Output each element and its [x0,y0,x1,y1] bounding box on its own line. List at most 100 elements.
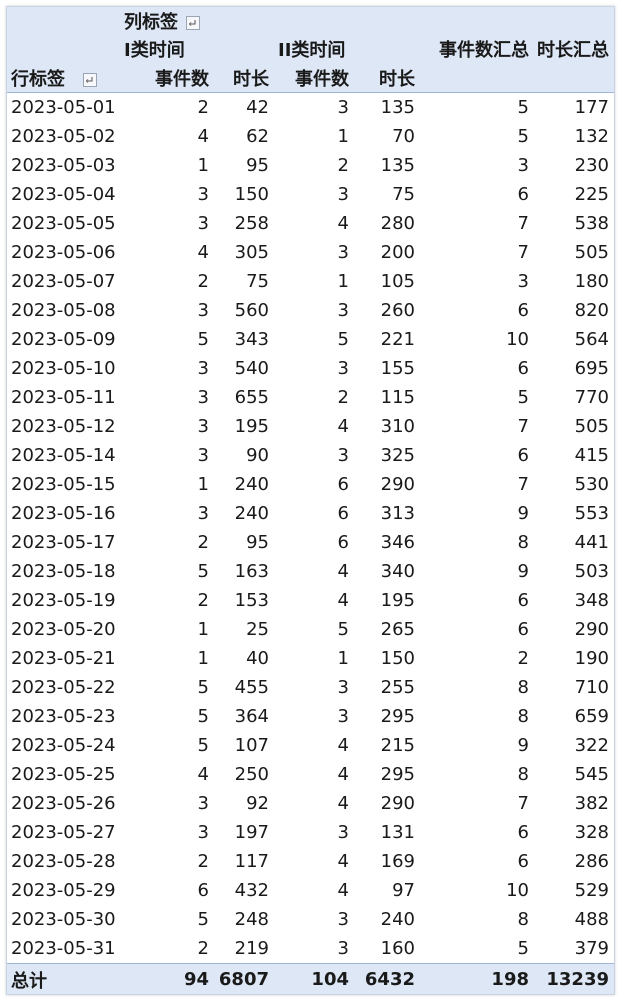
table-row[interactable]: 2023-05-18 5 163 4 340 9 503 [7,557,614,586]
type2-duration-cell: 313 [380,503,415,524]
table-row[interactable]: 2023-05-10 3 540 3 155 6 695 [7,354,614,383]
total-count-cell: 9 [517,503,529,524]
total-duration-cell: 379 [574,938,609,959]
type1-count-cell: 1 [197,648,209,669]
table-row[interactable]: 2023-05-03 1 95 2 135 3 230 [7,151,614,180]
table-row[interactable]: 2023-05-12 3 195 4 310 7 505 [7,412,614,441]
group-header-2[interactable]: II类时间 [274,35,420,63]
total-duration-header[interactable]: 时长汇总 [534,35,614,63]
table-row[interactable]: 2023-05-01 2 42 3 135 5 177 [7,93,614,123]
table-row[interactable]: 2023-05-26 3 92 4 290 7 382 [7,789,614,818]
type2-duration-cell: 295 [380,764,415,785]
type2-duration-cell: 169 [380,851,415,872]
type1-count-cell: 2 [197,938,209,959]
measure-header-count-1[interactable]: 事件数 [120,63,214,93]
table-row[interactable]: 2023-05-08 3 560 3 260 6 820 [7,296,614,325]
type1-count-cell: 2 [197,851,209,872]
type2-count-cell: 2 [337,155,349,176]
measure-header-duration-1[interactable]: 时长 [214,63,274,93]
total-count-cell: 8 [517,532,529,553]
total-count-header[interactable]: 事件数汇总 [420,35,534,63]
total-count-cell: 6 [517,619,529,640]
date-cell: 2023-05-27 [11,822,116,843]
total-count-cell: 5 [517,938,529,959]
date-cell: 2023-05-03 [11,155,116,176]
measure-header-count-2[interactable]: 事件数 [274,63,354,93]
type2-count-cell: 4 [337,416,349,437]
type1-duration-cell: 92 [246,793,269,814]
table-row[interactable]: 2023-05-15 1 240 6 290 7 530 [7,470,614,499]
total-duration-cell: 382 [574,793,609,814]
total-count-cell: 5 [517,387,529,408]
total-count-cell: 5 [517,126,529,147]
table-row[interactable]: 2023-05-11 3 655 2 115 5 770 [7,383,614,412]
group-header-1[interactable]: I类时间 [120,35,274,63]
total-count-cell: 10 [506,329,529,350]
table-row[interactable]: 2023-05-24 5 107 4 215 9 322 [7,731,614,760]
type1-duration-cell: 107 [234,735,269,756]
grand-total-row[interactable]: 总计 94 6807 104 6432 198 13239 [7,963,614,994]
total-duration-cell: 820 [574,300,609,321]
type1-count-cell: 2 [197,97,209,118]
total-st-cell: 13239 [534,963,614,994]
type1-count-cell: 3 [197,300,209,321]
table-row[interactable]: 2023-05-14 3 90 3 325 6 415 [7,441,614,470]
date-cell: 2023-05-11 [11,387,116,408]
total-count-cell: 8 [517,706,529,727]
type2-count-cell: 4 [337,851,349,872]
table-row[interactable]: 2023-05-23 5 364 3 295 8 659 [7,702,614,731]
table-row[interactable]: 2023-05-09 5 343 5 221 10 564 [7,325,614,354]
type2-count-cell: 3 [337,822,349,843]
table-row[interactable]: 2023-05-02 4 62 1 70 5 132 [7,122,614,151]
table-row[interactable]: 2023-05-31 2 219 3 160 5 379 [7,934,614,964]
type1-duration-cell: 42 [246,97,269,118]
total-count-cell: 6 [517,445,529,466]
total-duration-cell: 538 [574,213,609,234]
table-row[interactable]: 2023-05-28 2 117 4 169 6 286 [7,847,614,876]
column-label-header[interactable]: 列标签 [120,7,274,35]
total-count-cell: 6 [517,590,529,611]
type1-count-cell: 3 [197,387,209,408]
total-n2-cell: 104 [274,963,354,994]
type2-duration-cell: 265 [380,619,415,640]
date-cell: 2023-05-31 [11,938,116,959]
total-count-cell: 9 [517,735,529,756]
total-count-cell: 7 [517,793,529,814]
type1-count-cell: 2 [197,271,209,292]
table-row[interactable]: 2023-05-17 2 95 6 346 8 441 [7,528,614,557]
type2-duration-cell: 70 [392,126,415,147]
date-cell: 2023-05-10 [11,358,116,379]
total-duration-cell: 545 [574,764,609,785]
table-row[interactable]: 2023-05-05 3 258 4 280 7 538 [7,209,614,238]
type1-duration-cell: 90 [246,445,269,466]
date-cell: 2023-05-02 [11,126,116,147]
type2-count-cell: 3 [337,184,349,205]
table-row[interactable]: 2023-05-21 1 40 1 150 2 190 [7,644,614,673]
table-row[interactable]: 2023-05-30 5 248 3 240 8 488 [7,905,614,934]
table-row[interactable]: 2023-05-27 3 197 3 131 6 328 [7,818,614,847]
total-duration-cell: 770 [574,387,609,408]
table-row[interactable]: 2023-05-22 5 455 3 255 8 710 [7,673,614,702]
table-row[interactable]: 2023-05-19 2 153 4 195 6 348 [7,586,614,615]
row-filter-dropdown-icon[interactable] [83,72,97,87]
measure-header-duration-2[interactable]: 时长 [354,63,420,93]
total-duration-cell: 348 [574,590,609,611]
table-row[interactable]: 2023-05-04 3 150 3 75 6 225 [7,180,614,209]
date-cell: 2023-05-29 [11,880,116,901]
row-label-header[interactable]: 行标签 [7,63,120,93]
total-duration-cell: 225 [574,184,609,205]
type2-duration-cell: 290 [380,793,415,814]
type2-count-cell: 4 [337,561,349,582]
type2-count-cell: 3 [337,445,349,466]
column-filter-dropdown-icon[interactable] [186,16,200,30]
table-row[interactable]: 2023-05-07 2 75 1 105 3 180 [7,267,614,296]
table-row[interactable]: 2023-05-06 4 305 3 200 7 505 [7,238,614,267]
table-row[interactable]: 2023-05-25 4 250 4 295 8 545 [7,760,614,789]
type2-count-cell: 4 [337,764,349,785]
type1-duration-cell: 195 [234,416,269,437]
total-duration-cell: 529 [574,880,609,901]
table-row[interactable]: 2023-05-29 6 432 4 97 10 529 [7,876,614,905]
table-row[interactable]: 2023-05-20 1 25 5 265 6 290 [7,615,614,644]
table-row[interactable]: 2023-05-16 3 240 6 313 9 553 [7,499,614,528]
type2-duration-cell: 255 [380,677,415,698]
